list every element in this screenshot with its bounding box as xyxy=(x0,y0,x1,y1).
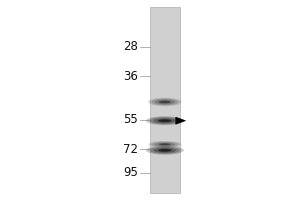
Ellipse shape xyxy=(152,99,178,105)
Ellipse shape xyxy=(158,100,172,104)
Ellipse shape xyxy=(161,120,169,122)
Ellipse shape xyxy=(152,142,178,147)
Ellipse shape xyxy=(161,101,168,103)
Polygon shape xyxy=(176,117,186,124)
Ellipse shape xyxy=(150,147,180,154)
Ellipse shape xyxy=(159,144,170,145)
Ellipse shape xyxy=(158,120,171,122)
Ellipse shape xyxy=(155,142,175,146)
Ellipse shape xyxy=(155,99,175,104)
Ellipse shape xyxy=(148,141,182,148)
Text: 72: 72 xyxy=(123,143,138,156)
Text: 95: 95 xyxy=(123,166,138,179)
Ellipse shape xyxy=(161,149,169,151)
Ellipse shape xyxy=(154,118,176,123)
Ellipse shape xyxy=(158,149,171,151)
Ellipse shape xyxy=(146,146,184,155)
Ellipse shape xyxy=(154,148,176,153)
Ellipse shape xyxy=(150,117,180,124)
Ellipse shape xyxy=(159,101,170,103)
Ellipse shape xyxy=(158,143,172,146)
Text: 36: 36 xyxy=(123,70,138,83)
Text: 28: 28 xyxy=(123,40,138,53)
Text: 55: 55 xyxy=(123,113,138,126)
Ellipse shape xyxy=(148,98,182,106)
Ellipse shape xyxy=(157,149,172,152)
Ellipse shape xyxy=(157,119,172,122)
Polygon shape xyxy=(150,7,180,193)
Ellipse shape xyxy=(161,144,168,145)
Ellipse shape xyxy=(146,116,184,125)
